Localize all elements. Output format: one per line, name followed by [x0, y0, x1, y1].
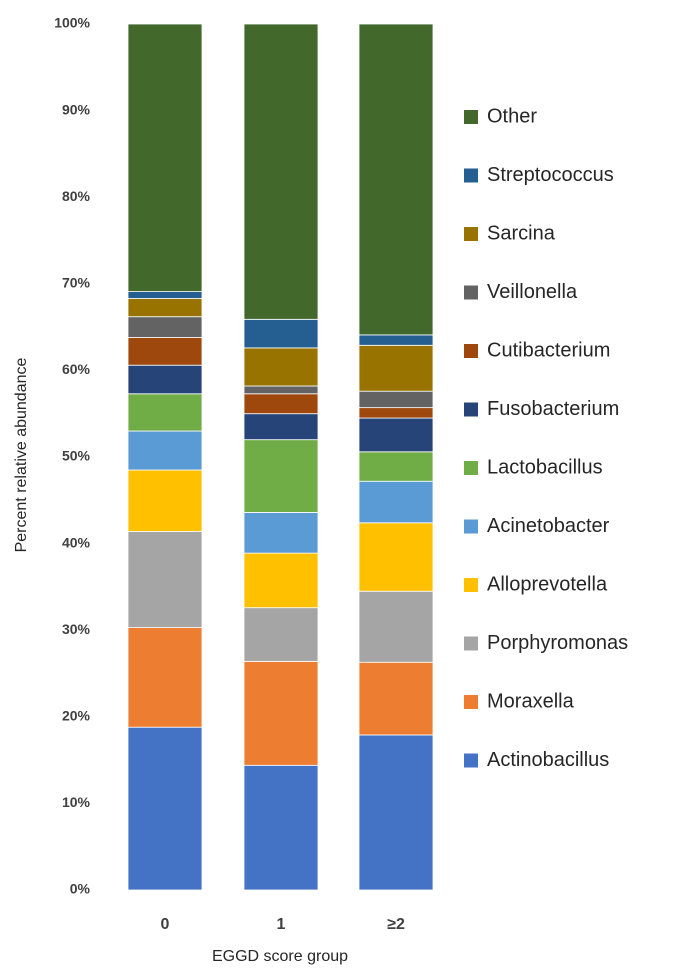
- legend-swatch: [464, 636, 478, 651]
- legend-swatch: [464, 578, 478, 592]
- y-tick-label: 20%: [62, 708, 91, 724]
- bar-segment: [358, 451, 434, 482]
- y-tick-label: 60%: [62, 361, 91, 377]
- bar-segment: [358, 522, 434, 592]
- bar-segment: [127, 627, 203, 728]
- legend-swatch: [464, 402, 478, 417]
- bar-segment: [358, 734, 434, 891]
- legend-label: Lactobacillus: [487, 456, 603, 478]
- bar-segment: [127, 337, 203, 366]
- bar-segment: [243, 660, 319, 766]
- bar-segment: [358, 480, 434, 524]
- bar-segment: [243, 512, 319, 554]
- x-tick-label: 0: [161, 916, 170, 933]
- legend-swatch: [464, 285, 478, 300]
- legend-label: Streptococcus: [487, 164, 614, 186]
- legend-swatch: [464, 344, 478, 358]
- bar-segment: [243, 393, 319, 415]
- bar-segment: [127, 364, 203, 395]
- legend-swatch: [464, 168, 478, 183]
- bar-segment: [127, 23, 203, 292]
- x-tick-label: ≥2: [387, 916, 405, 933]
- bar-segment: [243, 413, 319, 441]
- legend-label: Porphyromonas: [487, 632, 628, 654]
- y-tick-label: 70%: [62, 275, 91, 291]
- bar-segment: [127, 726, 203, 891]
- bar-segment: [358, 590, 434, 663]
- legend-label: Fusobacterium: [487, 398, 619, 420]
- legend-swatch: [464, 753, 478, 768]
- legend-label: Acinetobacter: [487, 515, 610, 537]
- legend-label: Sarcina: [487, 222, 556, 244]
- bar-segment: [358, 417, 434, 453]
- y-tick-label: 80%: [62, 188, 91, 204]
- y-tick-label: 30%: [62, 621, 91, 637]
- legend-swatch: [464, 110, 478, 124]
- bar-segment: [358, 407, 434, 419]
- bar-segment: [358, 23, 434, 336]
- legend-label: Alloprevotella: [487, 573, 608, 595]
- y-tick-label: 40%: [62, 534, 91, 550]
- x-axis-title: EGGD score group: [212, 948, 348, 965]
- bar-segment: [243, 764, 319, 891]
- y-tick-label: 10%: [62, 794, 91, 810]
- bar-segment: [358, 661, 434, 736]
- bar-segment: [243, 23, 319, 320]
- bar-segment: [127, 430, 203, 471]
- legend-label: Cutibacterium: [487, 339, 610, 361]
- legend-label: Other: [487, 105, 537, 127]
- y-tick-label: 50%: [62, 448, 91, 464]
- legend-label: Veillonella: [487, 281, 578, 303]
- legend-swatch: [464, 519, 478, 534]
- bar-segment: [127, 469, 203, 532]
- legend-label: Moraxella: [487, 690, 575, 712]
- bar-segment: [127, 393, 203, 432]
- legend-label: Actinobacillus: [487, 749, 609, 771]
- bar-segment: [243, 607, 319, 662]
- y-tick-label: 100%: [54, 15, 90, 31]
- bar-segment: [358, 390, 434, 409]
- bar-segment: [358, 334, 434, 346]
- bar-segment: [127, 291, 203, 299]
- bar-segment: [243, 552, 319, 609]
- y-tick-label: 0%: [70, 881, 91, 897]
- y-tick-label: 90%: [62, 101, 91, 117]
- bar-segment: [243, 347, 319, 387]
- legend-swatch: [464, 461, 478, 475]
- bar-segment: [127, 316, 203, 338]
- bar-segment: [127, 298, 203, 318]
- bar-segment: [358, 344, 434, 392]
- legend-swatch: [464, 227, 478, 241]
- bar-segment: [243, 439, 319, 513]
- bar-segment: [127, 531, 203, 629]
- bar-segment: [243, 385, 319, 395]
- legend-swatch: [464, 695, 478, 709]
- bar-segment: [243, 318, 319, 349]
- x-tick-label: 1: [277, 916, 286, 933]
- y-axis-title: Percent relative abundance: [13, 358, 30, 553]
